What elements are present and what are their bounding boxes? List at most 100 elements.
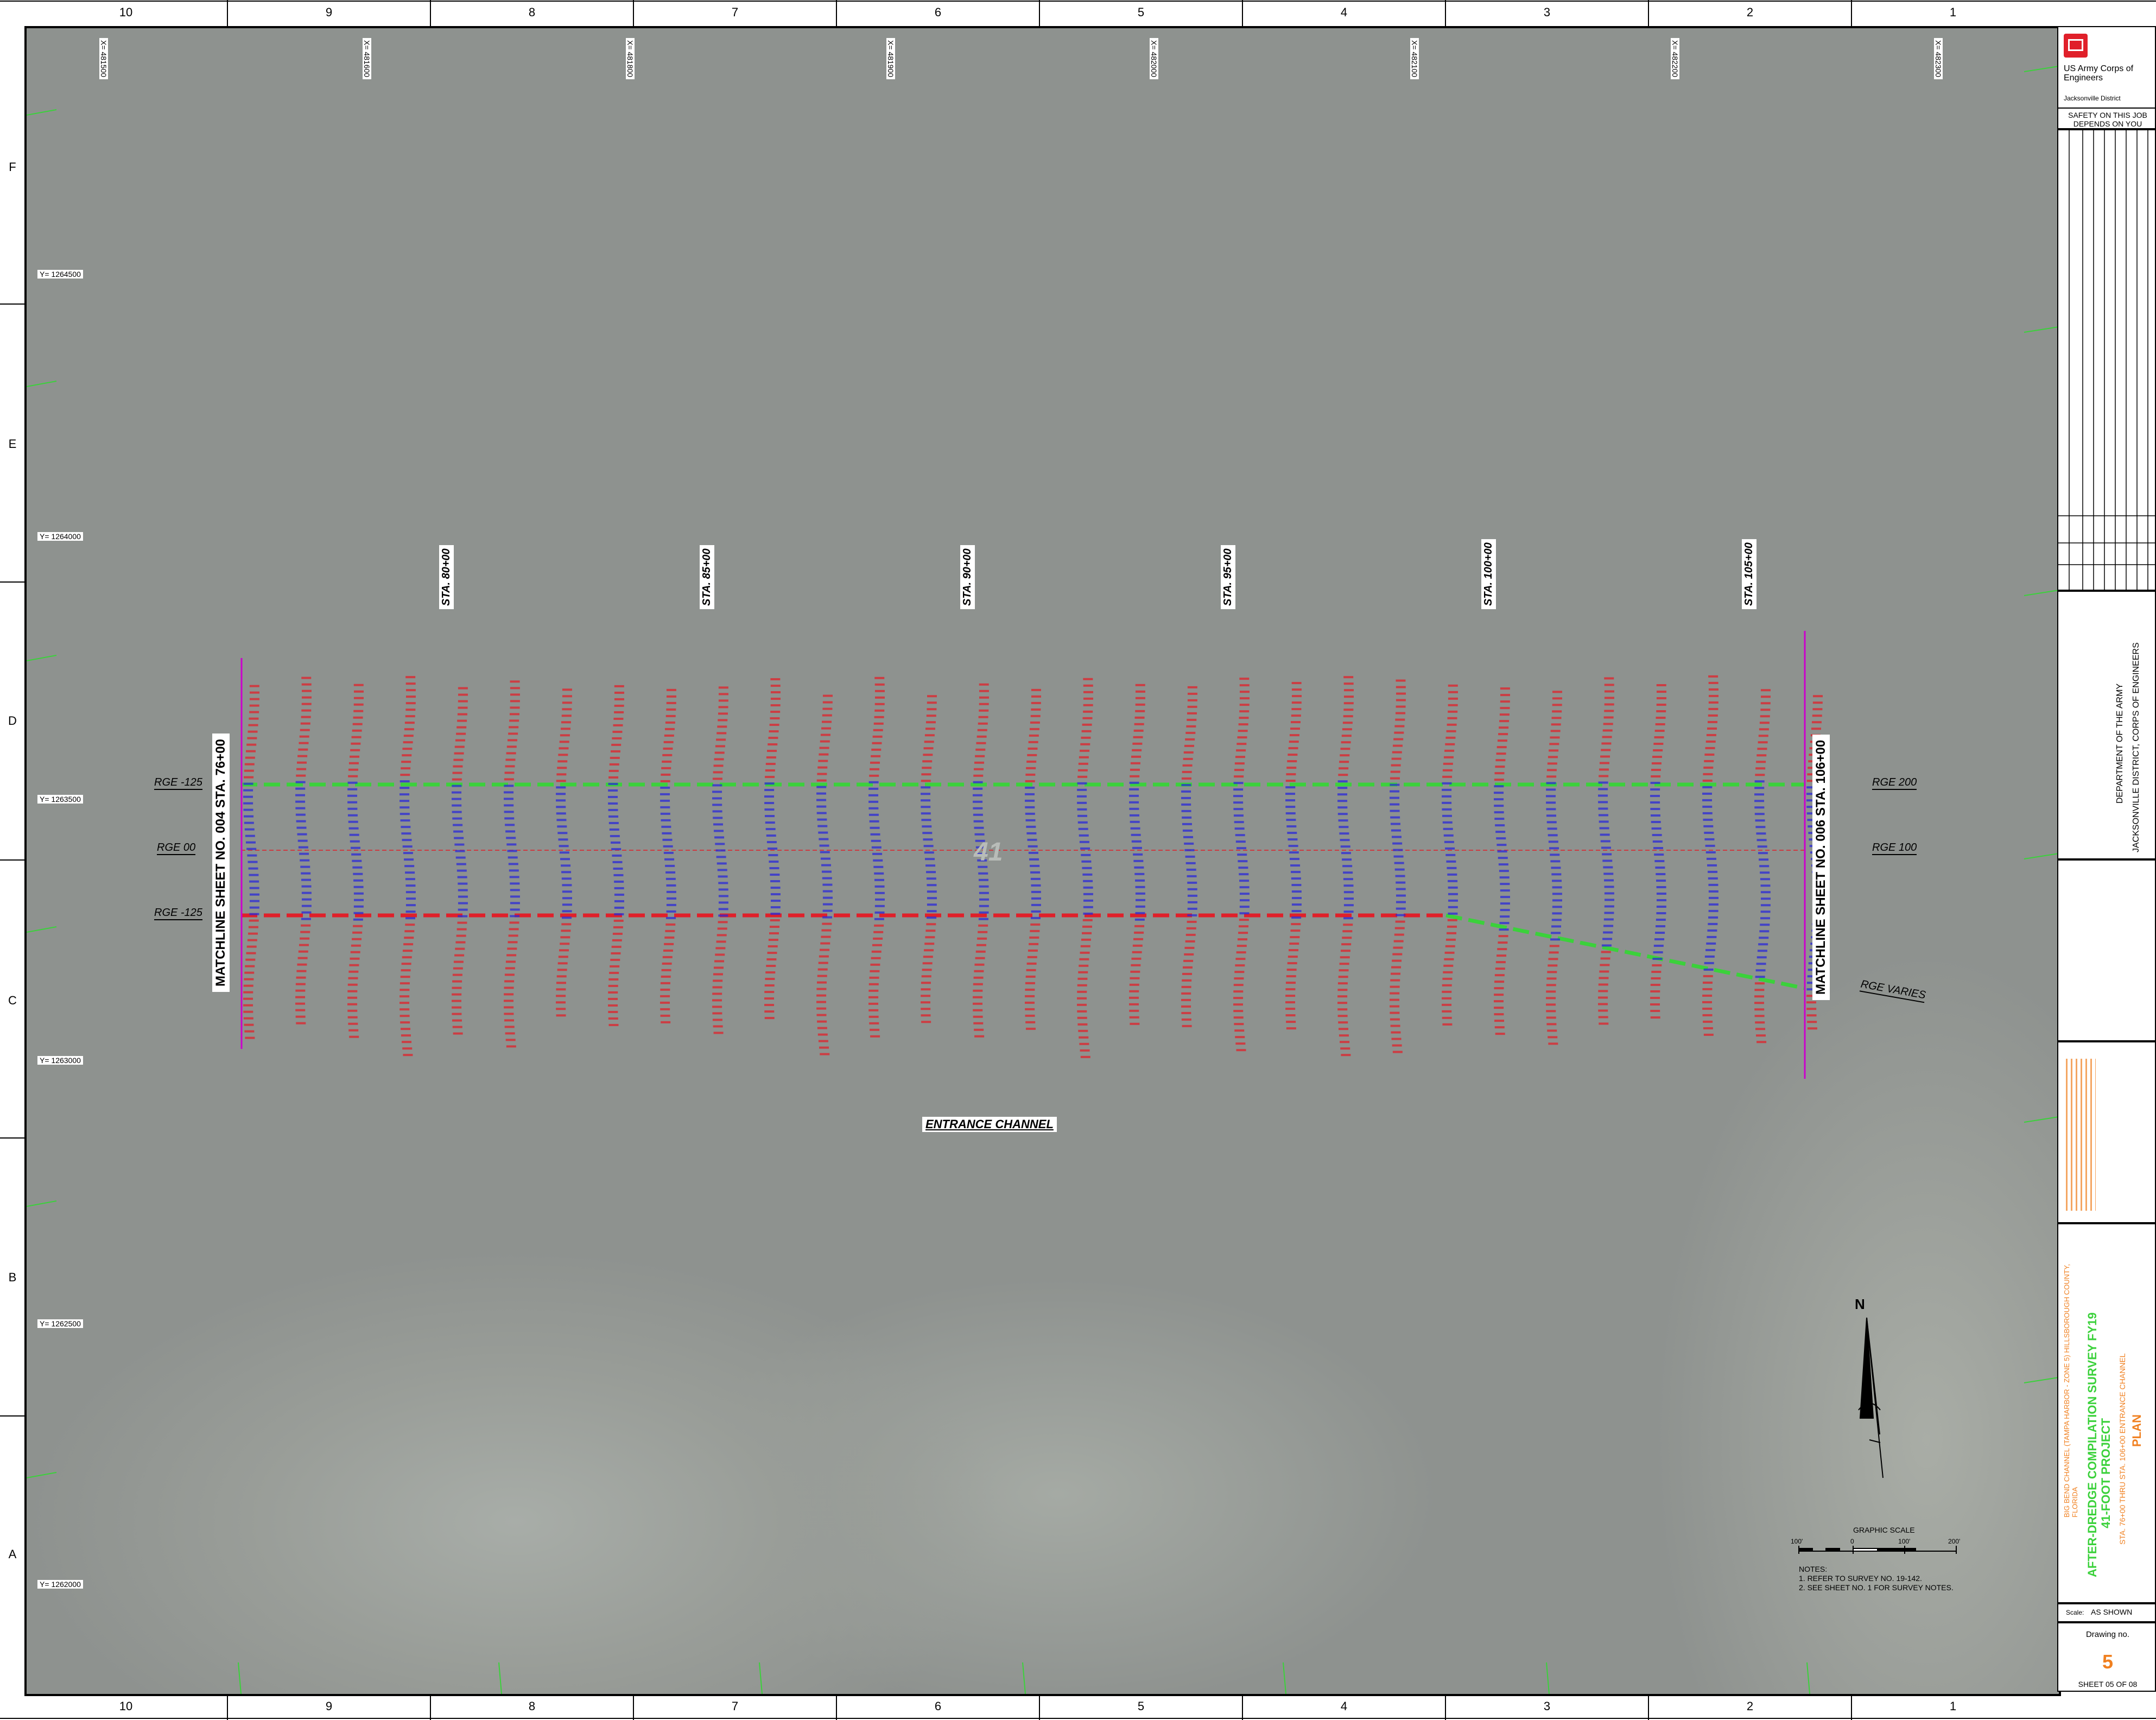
sounding-mark [1233,788,1244,791]
sounding-mark [1235,840,1246,843]
sounding-mark [455,947,465,950]
sounding-mark [1343,891,1354,894]
sounding-mark [1496,752,1506,755]
sounding-mark [1396,901,1406,903]
sounding-mark [816,1007,827,1010]
sounding-mark [1807,1021,1817,1023]
sounding-mark [559,851,569,854]
sounding-mark [766,834,776,837]
sounding-mark [1080,743,1090,745]
sounding-mark [1183,836,1194,838]
easting-label: X= 481600 [363,38,371,80]
sounding-mark [1550,938,1560,941]
sounding-mark [1604,912,1614,914]
sounding-mark [713,771,723,774]
sounding-mark [874,885,885,888]
sounding-mark [403,741,413,744]
sounding-mark [1236,945,1247,947]
sounding-mark [870,1028,880,1031]
sounding-mark [349,964,359,966]
drawing-number: 5 [2102,1651,2114,1673]
sounding-mark [712,784,722,787]
sounding-mark [1395,875,1405,877]
sounding-mark [665,929,675,932]
sounding-mark [1442,984,1452,987]
sounding-mark [1133,736,1143,738]
sounding-mark [1448,899,1458,902]
sounding-mark [1754,995,1765,998]
sounding-mark [1442,1010,1452,1013]
sounding-mark [457,876,467,878]
sounding-mark [458,902,468,905]
sounding-mark [1080,951,1090,954]
sounding-mark [1654,853,1664,856]
sounding-mark [402,956,412,959]
sounding-mark [1184,744,1194,747]
sounding-mark [347,996,358,999]
sounding-mark [874,703,885,705]
sounding-mark [974,826,984,829]
sounding-mark [712,791,722,793]
sounding-mark [504,772,515,774]
sounding-mark [1702,812,1713,814]
sounding-mark [506,837,516,839]
sounding-mark [1182,816,1192,819]
sounding-mark [1599,762,1609,764]
sounding-mark [1291,877,1301,880]
sounding-mark [349,833,359,836]
sounding-mark [301,690,312,692]
sounding-mark [1604,886,1614,888]
sounding-mark [1077,1016,1087,1019]
sounding-mark [1339,761,1349,763]
sounding-mark [1082,873,1093,876]
sounding-mark [973,1022,984,1025]
sounding-mark [660,812,670,815]
sounding-mark [1757,950,1767,952]
sounding-mark [1500,883,1510,886]
sounding-mark [868,1009,879,1011]
sounding-mark [820,1053,830,1055]
sounding-mark [973,807,983,810]
sounding-mark [1077,821,1088,824]
sounding-mark [1235,964,1245,967]
sounding-mark [608,815,619,818]
sounding-mark [611,848,622,850]
sounding-mark [1288,956,1298,958]
sounding-mark [348,970,359,973]
sounding-mark [245,958,256,961]
range-label-right: RGE 200 [1872,776,1917,790]
sounding-mark [244,769,254,772]
sounding-mark [353,716,363,719]
sounding-mark [1497,739,1507,742]
sounding-mark [1442,808,1452,811]
sounding-mark [608,789,618,792]
sounding-mark [1548,834,1558,837]
sounding-mark [1027,754,1037,756]
sounding-mark [1548,958,1558,960]
sounding-mark [614,691,624,694]
sounding-mark [1182,764,1193,767]
sounding-mark [870,1035,880,1038]
sounding-mark [1703,968,1714,971]
sounding-mark [454,843,465,846]
sounding-mark [301,911,312,914]
sounding-mark [1448,704,1458,706]
sounding-mark [765,971,776,974]
sounding-mark [974,1035,985,1038]
sounding-mark [297,963,307,966]
sounding-mark [1129,781,1139,784]
sounding-mark [1703,1033,1714,1036]
sounding-mark [1707,727,1717,730]
sounding-mark [817,766,828,769]
sounding-mark [1233,814,1244,817]
sounding-mark [558,754,568,756]
sounding-mark [1498,941,1508,944]
sounding-mark [718,686,728,689]
sounding-mark [1756,963,1766,965]
sounding-mark [561,877,572,880]
sounding-mark [245,1036,255,1039]
sounding-mark [1028,949,1038,952]
sounding-mark [1548,964,1558,967]
sounding-mark [1653,945,1664,947]
sounding-mark [298,846,308,849]
